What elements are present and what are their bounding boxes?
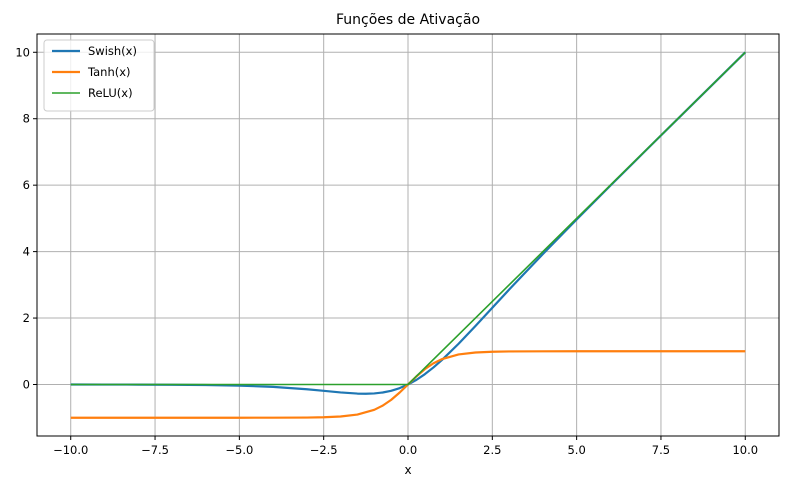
series-line-swish-x [70,51,747,395]
x-tick-label: −10.0 [53,443,88,457]
x-tick-label: 5.0 [567,443,585,457]
legend-label: ReLU(x) [88,86,133,100]
y-tick-label: 8 [23,112,30,126]
y-tick-label: 2 [23,311,30,325]
y-tick-label: 10 [15,45,30,59]
series-layer [70,51,747,419]
chart-title: Funções de Ativação [336,12,480,28]
x-tick-label: −5.0 [225,443,253,457]
x-tick-label: −2.5 [310,443,338,457]
x-tick-label: 2.5 [483,443,501,457]
y-axis: 0 2 4 6 8 10 [15,45,37,392]
series-line-relu-x [70,51,746,386]
x-axis: −10.0 −7.5 −5.0 −2.5 0.0 2.5 5.0 7.5 10.0 [53,436,758,457]
x-tick-label: 0.0 [399,443,417,457]
x-tick-label: 10.0 [732,443,758,457]
x-tick-label: 7.5 [652,443,670,457]
y-tick-label: 4 [23,245,30,259]
y-tick-label: 0 [23,378,30,392]
legend: Swish(x) Tanh(x) ReLU(x) [43,39,155,112]
legend-label: Tanh(x) [87,65,131,79]
x-tick-label: −7.5 [141,443,169,457]
x-axis-label: x [404,463,411,477]
legend-label: Swish(x) [88,44,137,58]
y-tick-label: 6 [23,178,30,192]
